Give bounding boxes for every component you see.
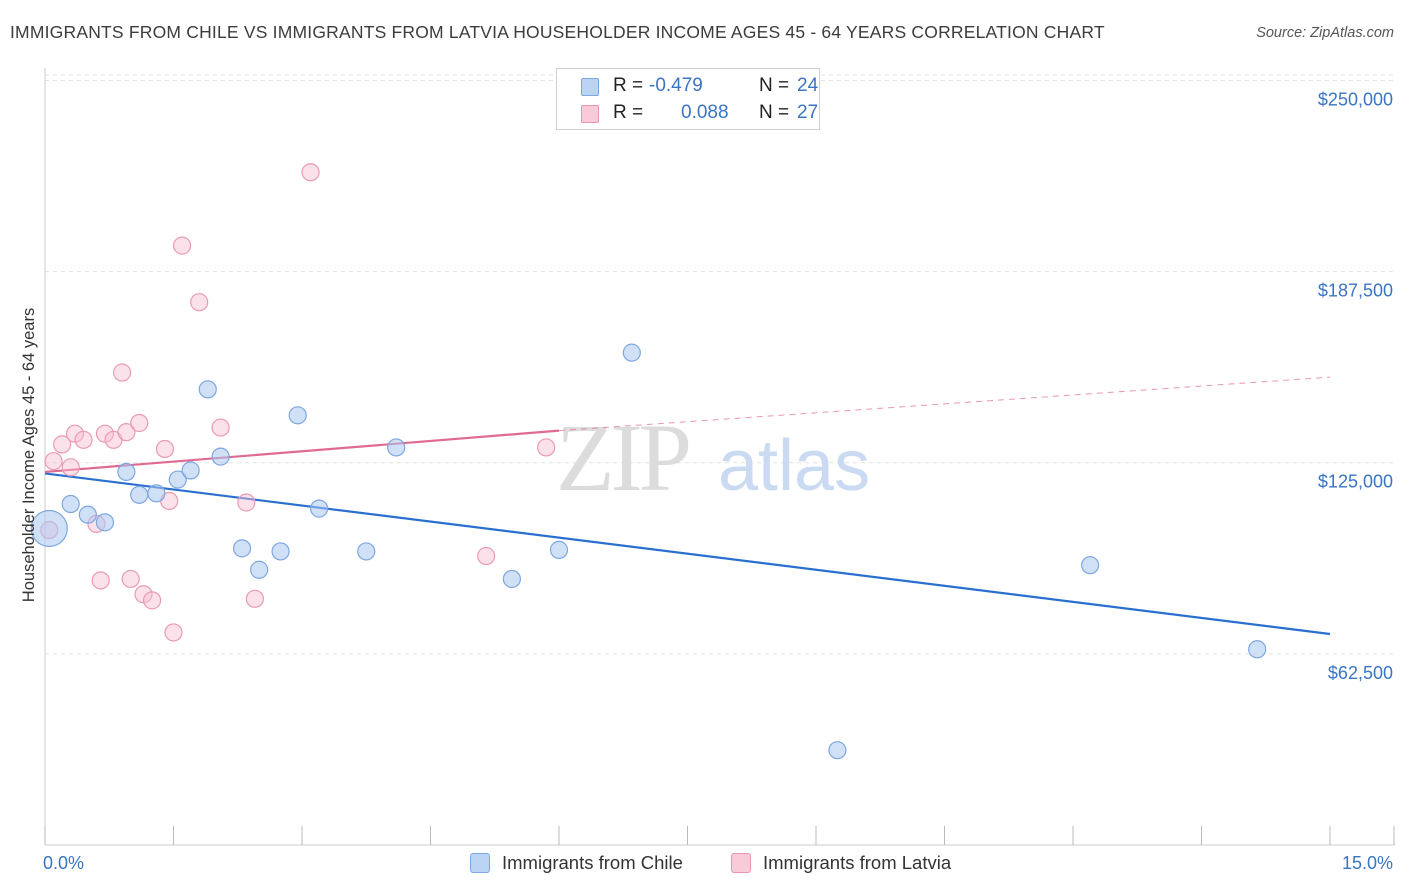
latvia-point-22 [237, 493, 256, 512]
trend-line-latvia-extension [558, 376, 1331, 432]
legend-label-chile: Immigrants from Chile [502, 852, 683, 873]
axes [44, 68, 1395, 846]
chile-point-5 [130, 485, 149, 504]
legend-n-label: N = [759, 102, 790, 123]
chile-point-23 [1248, 640, 1267, 659]
chile-point-3 [95, 513, 115, 532]
legend-n-value-latvia: 27 [797, 102, 819, 123]
chile-point-14 [288, 406, 307, 425]
y-tick-label-1: $187,500 [1318, 281, 1393, 301]
watermark: ZIP atlas [556, 404, 870, 511]
chile-point-4 [117, 462, 136, 482]
latvia-point-10 [112, 363, 132, 382]
y-axis-label: Householder Income Ages 45 - 64 years [20, 308, 38, 602]
trend-line-chile [44, 472, 1331, 636]
latvia-point-11 [117, 423, 136, 442]
source-credit: Source: ZipAtlas.com [1256, 25, 1394, 41]
correlation-legend: R = -0.479 N = 24 R = 0.088 N = 27 [556, 68, 820, 130]
latvia-point-13 [130, 413, 149, 433]
legend-r-label: R = [613, 102, 644, 123]
chile-point-8 [181, 461, 200, 480]
chile-point-13 [271, 542, 290, 561]
legend-swatch-latvia [731, 853, 751, 873]
data-points [30, 163, 1267, 760]
chile-point-11 [232, 539, 252, 558]
legend-swatch-latvia [581, 105, 599, 123]
legend-swatch-chile [470, 853, 490, 873]
chile-point-17 [387, 438, 406, 457]
chile-point-16 [357, 542, 376, 561]
latvia-point-25 [477, 546, 496, 566]
chile-point-18 [502, 569, 521, 589]
x-tick-label-1: 15.0% [1342, 853, 1393, 873]
chile-point-22 [1081, 556, 1100, 575]
chile-point-12 [250, 560, 269, 579]
y-tick-label-2: $125,000 [1318, 472, 1393, 492]
legend-label-latvia: Immigrants from Latvia [763, 852, 952, 873]
legend-swatch-chile [581, 78, 599, 96]
chile-point-15 [310, 499, 329, 518]
latvia-point-15 [142, 591, 162, 610]
chile-point-6 [147, 484, 166, 503]
x-tick-label-0: 0.0% [43, 853, 84, 873]
legend-n-value-chile: 24 [797, 75, 819, 96]
chart-title: IMMIGRANTS FROM CHILE VS IMMIGRANTS FROM… [10, 22, 1105, 42]
chile-point-9 [198, 380, 217, 399]
latvia-point-18 [164, 623, 183, 642]
gridlines [45, 74, 1395, 655]
chile-point-21 [828, 741, 847, 760]
y-tick-label-0: $250,000 [1318, 89, 1393, 109]
latvia-point-26 [537, 438, 556, 457]
chile-point-0 [30, 509, 68, 548]
latvia-point-24 [301, 163, 320, 182]
y-tick-label-3: $62,500 [1328, 663, 1393, 683]
chile-point-1 [61, 494, 80, 514]
watermark-zip: ZIP [556, 404, 689, 511]
legend-n-label: N = [759, 75, 790, 96]
latvia-point-21 [211, 418, 230, 437]
latvia-point-2 [53, 435, 72, 454]
latvia-point-3 [61, 458, 80, 477]
chile-point-2 [78, 505, 97, 524]
latvia-point-19 [172, 236, 192, 255]
latvia-point-20 [190, 293, 209, 312]
latvia-point-7 [91, 571, 110, 590]
legend-r-label: R = [613, 75, 644, 96]
tick-labels: $250,000 $187,500 $125,000 $62,500 0.0% 15.0% [43, 89, 1393, 873]
latvia-point-1 [44, 452, 63, 471]
legend-r-value-latvia: 0.088 [681, 102, 729, 123]
latvia-point-16 [155, 439, 175, 459]
latvia-point-12 [121, 569, 140, 589]
chile-point-19 [549, 540, 569, 559]
latvia-point-23 [245, 589, 264, 608]
latvia-point-5 [74, 430, 93, 449]
legend-r-value-chile: -0.479 [649, 75, 703, 96]
chile-point-7 [168, 470, 187, 489]
chile-point-10 [211, 447, 230, 466]
chile-point-20 [622, 343, 641, 362]
watermark-atlas: atlas [718, 426, 870, 506]
